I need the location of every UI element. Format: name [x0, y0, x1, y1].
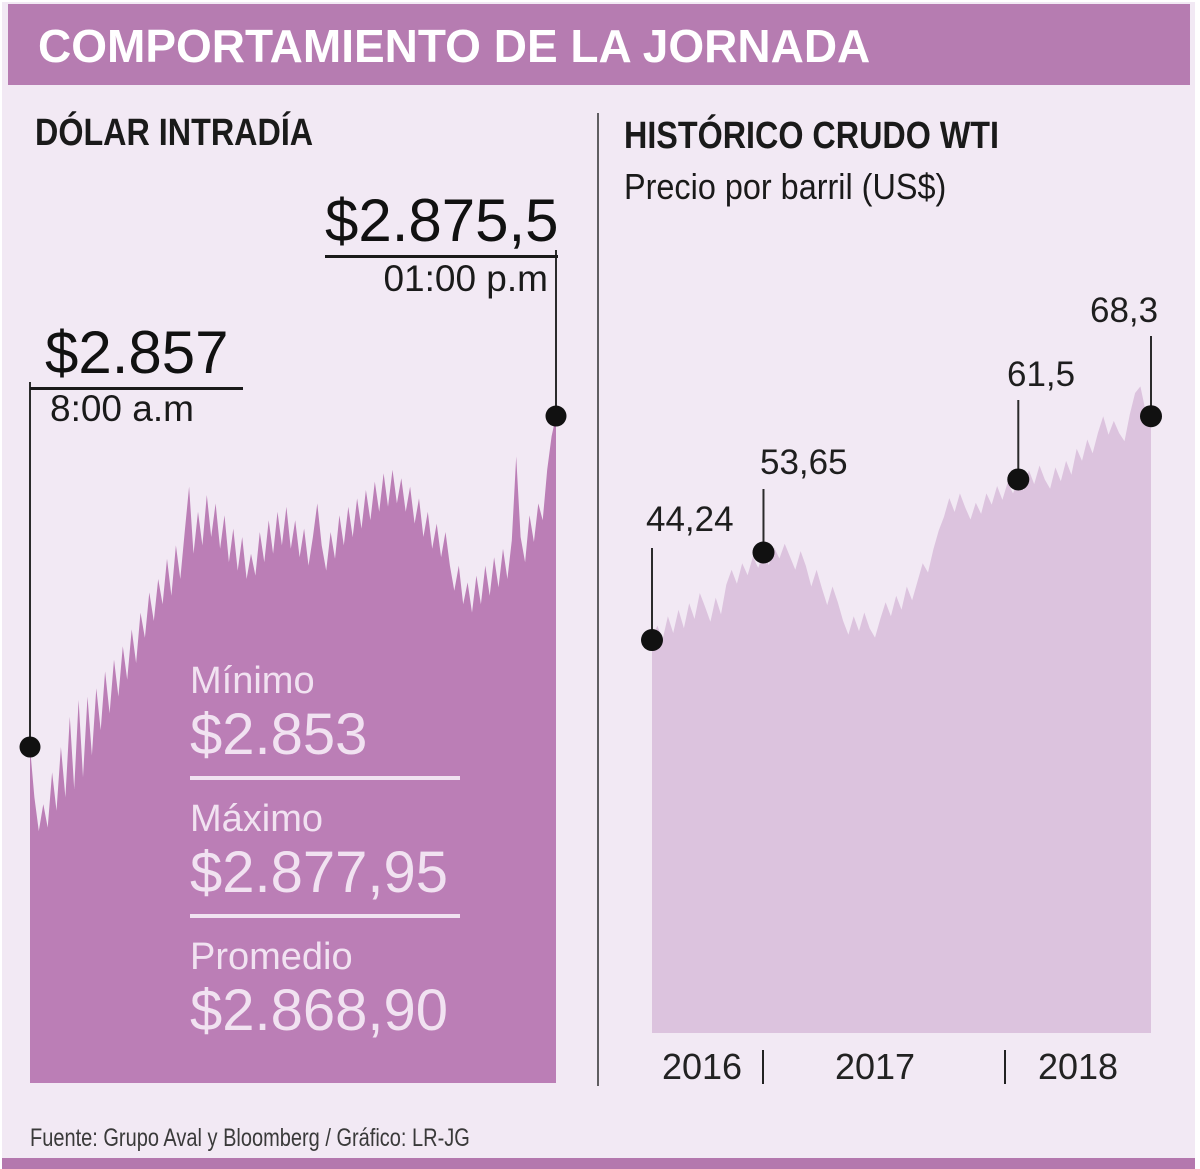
- stat-min-value: $2.853: [190, 702, 368, 767]
- intraday-end-time-label: 01:00 p.m: [383, 258, 548, 299]
- intraday-data-point-dot-1: [545, 405, 567, 427]
- stat-avg-label: Promedio: [190, 936, 353, 978]
- bottom-bar: [2, 1158, 1195, 1169]
- stats-divider: [190, 776, 460, 780]
- wti-annotation-61-label: 61,5: [1007, 355, 1076, 394]
- wti-data-point-dot-0: [641, 629, 663, 652]
- wti-annotation-53-label: 53,65: [760, 443, 848, 482]
- stat-max-label: Máximo: [190, 798, 324, 840]
- stats-divider: [190, 914, 460, 918]
- footer-source: Fuente: Grupo Aval y Bloomberg / Gráfico…: [30, 1124, 470, 1152]
- header-title: COMPORTAMIENTO DE LA JORNADA: [38, 20, 871, 72]
- intraday-start-price-label: $2.857: [30, 318, 243, 390]
- intraday-end-price-label: $2.875,5: [325, 186, 559, 258]
- left-panel-title: DÓLAR INTRADÍA: [35, 112, 314, 154]
- wti-data-point-dot-2: [1007, 468, 1030, 491]
- wti-data-point-dot-3: [1140, 405, 1162, 428]
- wti-annotation-68-label: 68,3: [1090, 291, 1159, 330]
- stat-avg-value: $2.868,90: [190, 978, 449, 1043]
- wti-data-point-dot-1: [752, 541, 775, 564]
- wti-area: [652, 386, 1151, 1033]
- header-bar: COMPORTAMIENTO DE LA JORNADA: [8, 4, 1190, 85]
- right-panel-subtitle: Precio por barril (US$): [624, 166, 947, 207]
- stat-max-value: $2.877,95: [190, 840, 449, 905]
- intraday-start-time-label: 8:00 a.m: [50, 388, 194, 429]
- year-label-2017: 2017: [834, 1046, 916, 1087]
- year-label-2018: 2018: [1037, 1046, 1119, 1087]
- intraday-data-point-dot-0: [19, 736, 41, 758]
- right-panel-title: HISTÓRICO CRUDO WTI: [624, 115, 1000, 157]
- intraday-stats-block: Mínimo $2.853 Máximo $2.877,95 Promedio …: [190, 658, 460, 1052]
- wti-annotation-44-label: 44,24: [646, 500, 734, 539]
- year-label-2016: 2016: [661, 1046, 743, 1087]
- stat-min-label: Mínimo: [190, 660, 315, 702]
